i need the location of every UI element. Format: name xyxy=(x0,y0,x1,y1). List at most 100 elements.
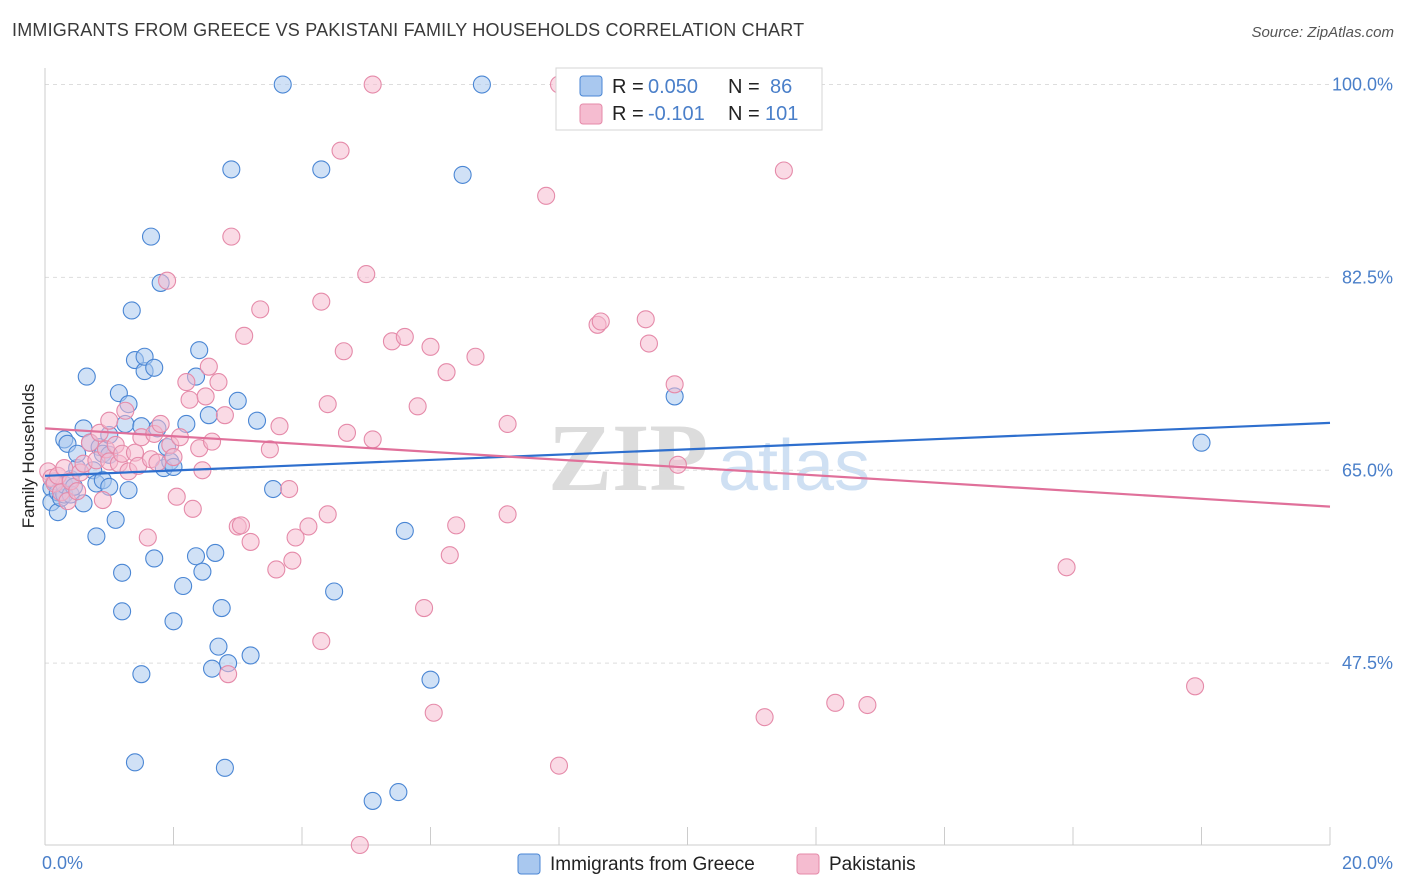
pakistani-point xyxy=(440,546,459,565)
greece-point xyxy=(247,411,267,430)
pakistani-point xyxy=(1186,677,1205,696)
greece-point xyxy=(113,563,132,582)
pakistani-point xyxy=(639,334,659,353)
greece-point xyxy=(174,576,193,596)
pakistani-point xyxy=(180,390,199,409)
y-axis-label: Family Households xyxy=(19,384,38,529)
pakistani-point xyxy=(437,363,456,382)
pakistani-point xyxy=(167,487,186,506)
greece-point xyxy=(77,367,96,386)
pakistani-point xyxy=(421,337,440,356)
greece-point xyxy=(145,549,164,568)
pakistani-point xyxy=(318,395,337,414)
greece-point xyxy=(132,665,151,684)
pakistani-point xyxy=(93,490,112,510)
pakistani-point xyxy=(138,528,157,547)
legend-swatch-pakistani xyxy=(579,103,603,125)
greece-point xyxy=(87,527,106,546)
greece-point xyxy=(453,165,472,184)
pakistani-point xyxy=(219,665,238,684)
legend-swatch-greece xyxy=(579,75,603,97)
greece-point xyxy=(395,521,414,540)
pakistani-point xyxy=(408,397,427,416)
pakistani-point xyxy=(158,271,177,290)
pakistani-point xyxy=(164,448,183,467)
greece-point xyxy=(273,75,292,94)
pakistani-point xyxy=(395,327,414,346)
pakistani-point xyxy=(549,756,569,775)
pakistani-point xyxy=(215,406,234,425)
greece-point xyxy=(312,160,331,179)
pakistani-point xyxy=(280,479,299,499)
greece-point xyxy=(363,791,382,810)
series-pakistani-points xyxy=(39,75,1205,855)
pakistani-point xyxy=(283,551,302,570)
greece-point xyxy=(264,479,283,499)
bottom-legend-swatch-greece xyxy=(517,853,541,875)
bottom-legend-swatch-pakistani xyxy=(796,853,820,875)
pakistani-point xyxy=(537,186,556,205)
bottom-legend-label-greece: Immigrants from Greece xyxy=(550,854,755,875)
greece-point xyxy=(141,227,161,246)
legend-n-value-pakistani: 101 xyxy=(765,103,798,125)
greece-point xyxy=(215,758,234,777)
pakistani-point xyxy=(235,326,254,345)
pakistani-point xyxy=(363,75,382,94)
x-tick-label-max: 20.0% xyxy=(1342,853,1393,873)
greece-point xyxy=(106,510,125,529)
pakistani-point xyxy=(591,312,610,331)
pakistani-point xyxy=(251,300,270,319)
greece-point xyxy=(472,75,491,94)
bottom-legend-label-pakistani: Pakistanis xyxy=(829,854,916,875)
pakistani-point xyxy=(148,453,167,472)
pakistani-point xyxy=(318,505,337,524)
legend-n-label-pakistani: N = xyxy=(728,103,760,125)
pakistani-point xyxy=(231,516,251,535)
pakistani-point xyxy=(68,482,87,501)
legend-r-value-pakistani: -0.101 xyxy=(648,103,705,125)
chart-title: IMMIGRANTS FROM GREECE VS PAKISTANI FAMI… xyxy=(12,20,805,40)
pakistani-point xyxy=(334,342,353,361)
greece-point xyxy=(1192,433,1211,452)
x-tick-marks xyxy=(44,827,1331,845)
pakistani-point xyxy=(183,499,202,518)
greece-point xyxy=(113,602,132,621)
pakistani-point xyxy=(447,516,466,535)
source-label: Source: ZipAtlas.com xyxy=(1251,24,1394,41)
y-tick-label: 47.5% xyxy=(1342,653,1393,673)
pakistani-point xyxy=(312,292,331,311)
pakistani-point xyxy=(286,528,305,547)
pakistani-point xyxy=(636,310,655,329)
greece-point xyxy=(421,670,440,689)
x-tick-label-min: 0.0% xyxy=(42,853,83,873)
greece-point xyxy=(122,301,141,320)
greece-point xyxy=(199,406,218,425)
greece-point xyxy=(186,547,206,566)
pakistani-point xyxy=(665,375,684,394)
legend-n-label-greece: N = xyxy=(728,76,760,98)
greece-point xyxy=(389,783,408,802)
greece-point xyxy=(125,753,144,772)
pakistani-point xyxy=(1057,558,1076,577)
trend-lines xyxy=(44,421,1331,508)
y-tick-label: 82.5% xyxy=(1342,267,1393,287)
pakistani-point xyxy=(466,347,485,366)
pakistani-point xyxy=(826,693,845,712)
y-tick-labels: 47.5% 65.0% 82.5% 100.0% xyxy=(1332,75,1393,674)
y-tick-label: 65.0% xyxy=(1342,460,1393,480)
greece-point xyxy=(119,481,138,500)
greece-point xyxy=(193,562,212,581)
pakistani-point xyxy=(299,517,318,536)
greece-point xyxy=(190,341,209,360)
bottom-legend: Immigrants from Greece Pakistanis xyxy=(517,853,916,875)
greece-point xyxy=(209,637,228,656)
watermark-zip: ZIP xyxy=(548,404,708,511)
pakistani-point xyxy=(498,414,517,434)
pakistani-point xyxy=(858,695,877,715)
greece-point xyxy=(145,358,164,377)
pakistani-point xyxy=(350,835,369,855)
greece-point xyxy=(325,582,344,601)
pakistani-point xyxy=(260,440,279,459)
pakistani-point xyxy=(270,417,289,436)
pakistani-point xyxy=(209,373,228,392)
